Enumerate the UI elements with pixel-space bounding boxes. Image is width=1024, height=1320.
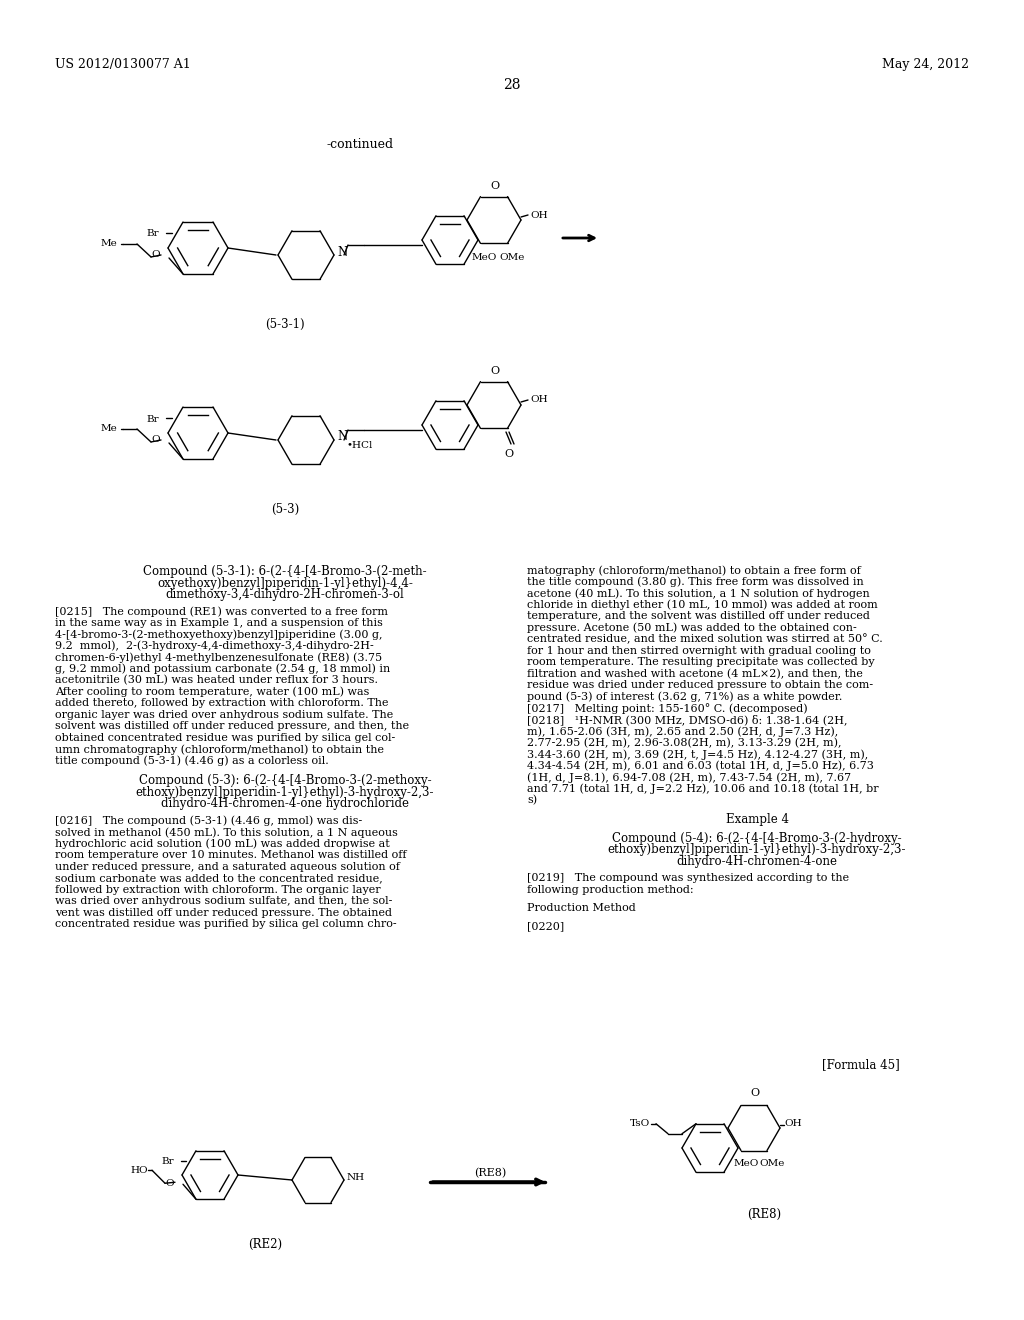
Text: O: O: [504, 449, 513, 459]
Text: Compound (5-3): 6-(2-{4-[4-Bromo-3-(2-methoxy-: Compound (5-3): 6-(2-{4-[4-Bromo-3-(2-me…: [138, 775, 431, 787]
Text: [0220]: [0220]: [527, 921, 564, 932]
Text: dimethoxy-3,4-dihydro-2H-chromen-3-ol: dimethoxy-3,4-dihydro-2H-chromen-3-ol: [166, 587, 404, 601]
Text: Compound (5-3-1): 6-(2-{4-[4-Bromo-3-(2-meth-: Compound (5-3-1): 6-(2-{4-[4-Bromo-3-(2-…: [143, 565, 427, 578]
Text: g, 9.2 mmol) and potassium carbonate (2.54 g, 18 mmol) in: g, 9.2 mmol) and potassium carbonate (2.…: [55, 664, 390, 675]
Text: for 1 hour and then stirred overnight with gradual cooling to: for 1 hour and then stirred overnight wi…: [527, 645, 870, 656]
Text: vent was distilled off under reduced pressure. The obtained: vent was distilled off under reduced pre…: [55, 908, 392, 917]
Text: Me: Me: [101, 425, 118, 433]
Text: MeO: MeO: [734, 1159, 760, 1168]
Text: centrated residue, and the mixed solution was stirred at 50° C.: centrated residue, and the mixed solutio…: [527, 634, 883, 644]
Text: Br: Br: [146, 414, 159, 424]
Text: OMe: OMe: [759, 1159, 784, 1168]
Text: residue was dried under reduced pressure to obtain the com-: residue was dried under reduced pressure…: [527, 680, 873, 690]
Text: Example 4: Example 4: [725, 813, 788, 826]
Text: (RE8): (RE8): [746, 1208, 781, 1221]
Text: TsO: TsO: [630, 1119, 650, 1129]
Text: N: N: [337, 430, 347, 444]
Text: O: O: [151, 251, 160, 260]
Text: solved in methanol (450 mL). To this solution, a 1 N aqueous: solved in methanol (450 mL). To this sol…: [55, 828, 398, 838]
Text: HO: HO: [130, 1166, 147, 1175]
Text: ethoxy)benzyl]piperidin-1-yl}ethyl)-3-hydroxy-2,3-: ethoxy)benzyl]piperidin-1-yl}ethyl)-3-hy…: [136, 785, 434, 799]
Text: in the same way as in Example 1, and a suspension of this: in the same way as in Example 1, and a s…: [55, 618, 383, 628]
Text: added thereto, followed by extraction with chloroform. The: added thereto, followed by extraction wi…: [55, 698, 388, 709]
Text: was dried over anhydrous sodium sulfate, and then, the sol-: was dried over anhydrous sodium sulfate,…: [55, 896, 392, 907]
Text: dihydro-4H-chromen-4-one hydrochloride: dihydro-4H-chromen-4-one hydrochloride: [161, 797, 409, 810]
Text: and 7.71 (total 1H, d, J=2.2 Hz), 10.06 and 10.18 (total 1H, br: and 7.71 (total 1H, d, J=2.2 Hz), 10.06 …: [527, 784, 879, 795]
Text: 9.2  mmol),  2-(3-hydroxy-4,4-dimethoxy-3,4-dihydro-2H-: 9.2 mmol), 2-(3-hydroxy-4,4-dimethoxy-3,…: [55, 642, 374, 652]
Text: room temperature over 10 minutes. Methanol was distilled off: room temperature over 10 minutes. Methan…: [55, 850, 407, 861]
Text: •HCl: •HCl: [347, 441, 374, 450]
Text: following production method:: following production method:: [527, 884, 693, 895]
Text: NH: NH: [347, 1173, 366, 1183]
Text: [0216]   The compound (5-3-1) (4.46 g, mmol) was dis-: [0216] The compound (5-3-1) (4.46 g, mmo…: [55, 816, 362, 826]
Text: s): s): [527, 795, 538, 805]
Text: Production Method: Production Method: [527, 903, 636, 913]
Text: oxyethoxy)benzyl]piperidin-1-yl}ethyl)-4,4-: oxyethoxy)benzyl]piperidin-1-yl}ethyl)-4…: [157, 577, 413, 590]
Text: After cooling to room temperature, water (100 mL) was: After cooling to room temperature, water…: [55, 686, 370, 697]
Text: followed by extraction with chloroform. The organic layer: followed by extraction with chloroform. …: [55, 884, 381, 895]
Text: [0219]   The compound was synthesized according to the: [0219] The compound was synthesized acco…: [527, 874, 849, 883]
Text: 3.44-3.60 (2H, m), 3.69 (2H, t, J=4.5 Hz), 4.12-4.27 (3H, m),: 3.44-3.60 (2H, m), 3.69 (2H, t, J=4.5 Hz…: [527, 748, 868, 759]
Text: Compound (5-4): 6-(2-{4-[4-Bromo-3-(2-hydroxy-: Compound (5-4): 6-(2-{4-[4-Bromo-3-(2-hy…: [612, 832, 902, 845]
Text: chloride in diethyl ether (10 mL, 10 mmol) was added at room: chloride in diethyl ether (10 mL, 10 mmo…: [527, 599, 878, 610]
Text: temperature, and the solvent was distilled off under reduced: temperature, and the solvent was distill…: [527, 611, 869, 620]
Text: Br: Br: [162, 1158, 174, 1167]
Text: May 24, 2012: May 24, 2012: [882, 58, 969, 71]
Text: matography (chloroform/methanol) to obtain a free form of: matography (chloroform/methanol) to obta…: [527, 565, 861, 576]
Text: [Formula 45]: [Formula 45]: [822, 1059, 900, 1071]
Text: organic layer was dried over anhydrous sodium sulfate. The: organic layer was dried over anhydrous s…: [55, 710, 393, 719]
Text: 4-[4-bromo-3-(2-methoxyethoxy)benzyl]piperidine (3.00 g,: 4-[4-bromo-3-(2-methoxyethoxy)benzyl]pip…: [55, 630, 383, 640]
Text: Br: Br: [146, 230, 159, 239]
Text: O: O: [151, 436, 160, 445]
Text: 28: 28: [503, 78, 521, 92]
Text: ethoxy)benzyl]piperidin-1-yl}ethyl)-3-hydroxy-2,3-: ethoxy)benzyl]piperidin-1-yl}ethyl)-3-hy…: [608, 843, 906, 857]
Text: O: O: [165, 1179, 174, 1188]
Text: (1H, d, J=8.1), 6.94-7.08 (2H, m), 7.43-7.54 (2H, m), 7.67: (1H, d, J=8.1), 6.94-7.08 (2H, m), 7.43-…: [527, 772, 851, 783]
Text: title compound (5-3-1) (4.46 g) as a colorless oil.: title compound (5-3-1) (4.46 g) as a col…: [55, 756, 329, 767]
Text: 2.77-2.95 (2H, m), 2.96-3.08(2H, m), 3.13-3.29 (2H, m),: 2.77-2.95 (2H, m), 2.96-3.08(2H, m), 3.1…: [527, 738, 842, 748]
Text: [0215]   The compound (RE1) was converted to a free form: [0215] The compound (RE1) was converted …: [55, 606, 388, 616]
Text: [0217]   Melting point: 155-160° C. (decomposed): [0217] Melting point: 155-160° C. (decom…: [527, 704, 808, 714]
Text: (RE2): (RE2): [248, 1238, 282, 1251]
Text: O: O: [490, 181, 499, 191]
Text: (5-3): (5-3): [271, 503, 299, 516]
Text: (RE8): (RE8): [474, 1168, 506, 1177]
Text: OH: OH: [530, 210, 548, 219]
Text: acetone (40 mL). To this solution, a 1 N solution of hydrogen: acetone (40 mL). To this solution, a 1 N…: [527, 587, 869, 598]
Text: filtration and washed with acetone (4 mL×2), and then, the: filtration and washed with acetone (4 mL…: [527, 668, 863, 678]
Text: acetonitrile (30 mL) was heated under reflux for 3 hours.: acetonitrile (30 mL) was heated under re…: [55, 676, 378, 685]
Text: Me: Me: [101, 239, 118, 248]
Text: m), 1.65-2.06 (3H, m), 2.65 and 2.50 (2H, d, J=7.3 Hz),: m), 1.65-2.06 (3H, m), 2.65 and 2.50 (2H…: [527, 726, 839, 737]
Text: [0218]   ¹H-NMR (300 MHz, DMSO-d6) δ: 1.38-1.64 (2H,: [0218] ¹H-NMR (300 MHz, DMSO-d6) δ: 1.38…: [527, 714, 848, 725]
Text: OH: OH: [530, 396, 548, 404]
Text: O: O: [750, 1088, 759, 1098]
Text: chromen-6-yl)ethyl 4-methylbenzenesulfonate (RE8) (3.75: chromen-6-yl)ethyl 4-methylbenzenesulfon…: [55, 652, 382, 663]
Text: solvent was distilled off under reduced pressure, and then, the: solvent was distilled off under reduced …: [55, 722, 410, 731]
Text: 4.34-4.54 (2H, m), 6.01 and 6.03 (total 1H, d, J=5.0 Hz), 6.73: 4.34-4.54 (2H, m), 6.01 and 6.03 (total …: [527, 760, 873, 771]
Text: pound (5-3) of interest (3.62 g, 71%) as a white powder.: pound (5-3) of interest (3.62 g, 71%) as…: [527, 692, 843, 702]
Text: OMe: OMe: [499, 252, 524, 261]
Text: room temperature. The resulting precipitate was collected by: room temperature. The resulting precipit…: [527, 657, 874, 667]
Text: pressure. Acetone (50 mL) was added to the obtained con-: pressure. Acetone (50 mL) was added to t…: [527, 623, 857, 634]
Text: hydrochloric acid solution (100 mL) was added dropwise at: hydrochloric acid solution (100 mL) was …: [55, 838, 390, 849]
Text: OH: OH: [784, 1118, 802, 1127]
Text: sodium carbonate was added to the concentrated residue,: sodium carbonate was added to the concen…: [55, 874, 383, 883]
Text: -continued: -continued: [327, 139, 393, 150]
Text: (5-3-1): (5-3-1): [265, 318, 305, 331]
Text: concentrated residue was purified by silica gel column chro-: concentrated residue was purified by sil…: [55, 919, 396, 929]
Text: under reduced pressure, and a saturated aqueous solution of: under reduced pressure, and a saturated …: [55, 862, 400, 871]
Text: MeO: MeO: [472, 252, 498, 261]
Text: umn chromatography (chloroform/methanol) to obtain the: umn chromatography (chloroform/methanol)…: [55, 744, 384, 755]
Text: obtained concentrated residue was purified by silica gel col-: obtained concentrated residue was purifi…: [55, 733, 395, 743]
Text: dihydro-4H-chromen-4-one: dihydro-4H-chromen-4-one: [677, 855, 838, 867]
Text: US 2012/0130077 A1: US 2012/0130077 A1: [55, 58, 190, 71]
Text: the title compound (3.80 g). This free form was dissolved in: the title compound (3.80 g). This free f…: [527, 577, 864, 587]
Text: O: O: [490, 366, 499, 376]
Text: N: N: [337, 246, 347, 259]
